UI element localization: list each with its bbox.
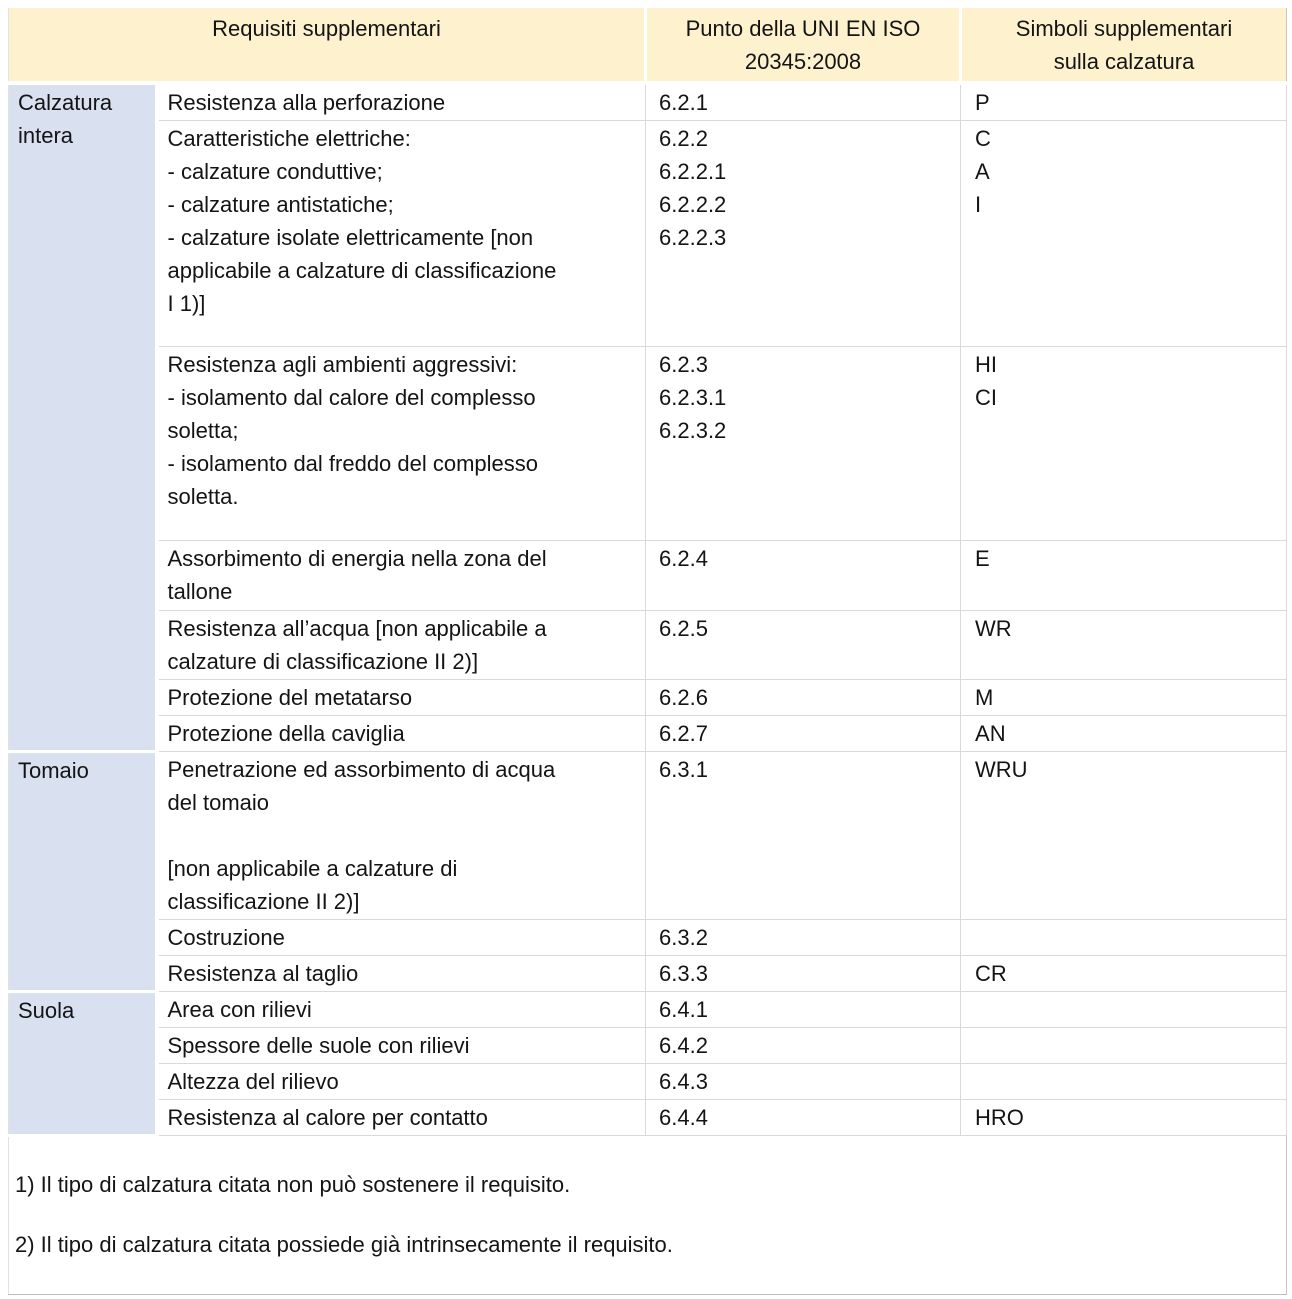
- requisito-cell: Spessore delle suole con rilievi: [155, 1027, 647, 1064]
- table-row: Caratteristiche elettriche: - calzature …: [9, 120, 1288, 347]
- simbolo-cell: M: [960, 679, 1288, 716]
- punto-cell: 6.2.7: [645, 715, 962, 752]
- simbolo-cell: [960, 991, 1288, 1028]
- table-row: Resistenza all’acqua [non applicabile a …: [9, 610, 1288, 680]
- table-row: Costruzione 6.3.2: [9, 919, 1288, 956]
- category-cell: Calzatura intera: [8, 83, 159, 753]
- requisito-cell: Protezione della caviglia: [155, 715, 647, 752]
- requisito-cell: Costruzione: [155, 919, 647, 956]
- simbolo-cell: CR: [960, 955, 1288, 992]
- table-footer: 1) Il tipo di calzatura citata non può s…: [8, 1135, 1287, 1295]
- requisito-cell: Resistenza alla perforazione: [155, 82, 647, 121]
- footnote-1: 1) Il tipo di calzatura citata non può s…: [15, 1172, 571, 1197]
- punto-cell: 6.3.3: [645, 955, 962, 992]
- simbolo-cell: HI CI: [960, 346, 1288, 541]
- table-row: Resistenza al taglio 6.3.3 CR: [9, 955, 1288, 992]
- simbolo-cell: AN: [960, 715, 1288, 752]
- table-body: Calzatura intera Resistenza alla perforaz…: [8, 82, 1288, 1137]
- footnotes-cell: 1) Il tipo di calzatura citata non può s…: [8, 1135, 1287, 1295]
- simbolo-cell: [960, 919, 1288, 956]
- table-row: Calzatura intera Resistenza alla perforaz…: [8, 82, 1288, 753]
- requisito-cell: Altezza del rilievo: [155, 1063, 647, 1100]
- punto-cell: 6.2.3 6.2.3.1 6.2.3.2: [645, 346, 962, 541]
- table-header: Requisiti supplementari Punto della UNI …: [8, 8, 1287, 85]
- simbolo-cell: WR: [960, 610, 1288, 680]
- header-row: Requisiti supplementari Punto della UNI …: [8, 8, 1287, 85]
- requisito-cell: Penetrazione ed assorbimento di acqua de…: [155, 751, 647, 920]
- punto-cell: 6.2.5: [645, 610, 962, 680]
- simbolo-cell: E: [960, 540, 1288, 611]
- punto-cell: 6.4.2: [645, 1027, 962, 1064]
- simbolo-cell: WRU: [960, 751, 1288, 920]
- punto-cell: 6.2.4: [645, 540, 962, 611]
- header-requisiti-supplementari: Requisiti supplementari: [8, 8, 648, 85]
- punto-cell: 6.2.6: [645, 679, 962, 716]
- punto-cell: 6.3.2: [645, 919, 962, 956]
- punto-cell: 6.4.3: [645, 1063, 962, 1100]
- footnote-2: 2) Il tipo di calzatura citata possiede …: [15, 1232, 673, 1257]
- table-row: Suola Area con rilievi 6.4.1: [8, 991, 1288, 1137]
- table-row: Protezione della caviglia 6.2.7 AN: [9, 715, 1288, 752]
- table-row: Assorbimento di energia nella zona del t…: [9, 540, 1288, 611]
- requisito-cell: Resistenza al calore per contatto: [155, 1099, 647, 1136]
- punto-cell: 6.4.1: [645, 991, 962, 1028]
- header-simboli: Simboli supplementari sulla calzatura: [960, 8, 1287, 85]
- requirements-table: Requisiti supplementari Punto della UNI …: [8, 8, 1288, 1295]
- simbolo-cell: C A I: [960, 120, 1288, 347]
- punto-cell: 6.2.2 6.2.2.1 6.2.2.2 6.2.2.3: [645, 120, 962, 347]
- table-row: Altezza del rilievo 6.4.3: [9, 1063, 1288, 1100]
- punto-cell: 6.3.1: [645, 751, 962, 920]
- punto-cell: 6.2.1: [645, 82, 962, 121]
- table-row: Resistenza al calore per contatto 6.4.4 HR…: [9, 1099, 1288, 1136]
- simbolo-cell: P: [960, 82, 1288, 121]
- category-cell: Tomaio: [8, 751, 159, 993]
- requisito-cell: Assorbimento di energia nella zona del t…: [155, 540, 647, 611]
- category-cell: Suola: [8, 991, 159, 1137]
- table-row: Spessore delle suole con rilievi 6.4.2: [9, 1027, 1288, 1064]
- requisito-cell: Resistenza al taglio: [155, 955, 647, 992]
- requisito-cell: Area con rilievi: [155, 991, 647, 1028]
- simbolo-cell: [960, 1063, 1288, 1100]
- requisito-cell: Protezione del metatarso: [155, 679, 647, 716]
- punto-cell: 6.4.4: [645, 1099, 962, 1136]
- simbolo-cell: HRO: [960, 1099, 1288, 1136]
- requisito-cell: Resistenza agli ambienti aggressivi: - i…: [155, 346, 647, 541]
- requisito-cell: Resistenza all’acqua [non applicabile a …: [155, 610, 647, 680]
- simbolo-cell: [960, 1027, 1288, 1064]
- table-row: Tomaio Penetrazione ed assorbimento di ac…: [8, 751, 1288, 993]
- table-row: Resistenza agli ambienti aggressivi: - i…: [9, 346, 1288, 541]
- footnotes-row: 1) Il tipo di calzatura citata non può s…: [8, 1135, 1287, 1295]
- header-punto-norma: Punto della UNI EN ISO 20345:2008: [645, 8, 963, 85]
- requisito-cell: Caratteristiche elettriche: - calzature …: [155, 120, 647, 347]
- table-row: Protezione del metatarso 6.2.6 M: [9, 679, 1288, 716]
